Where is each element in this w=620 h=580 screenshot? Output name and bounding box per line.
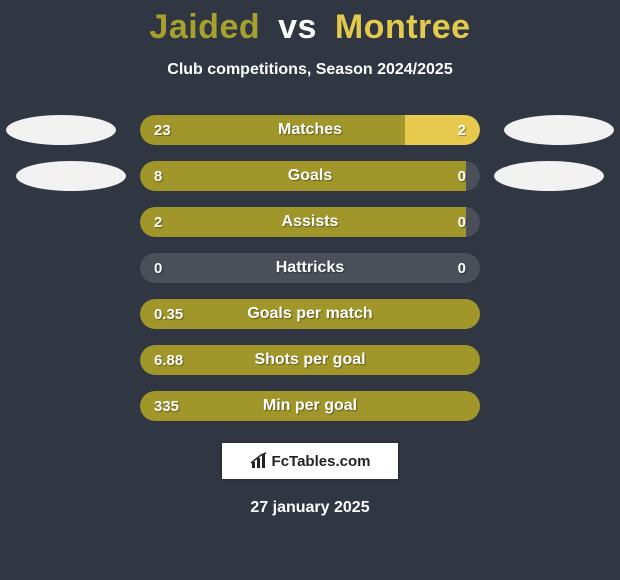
stat-bar-left xyxy=(140,161,466,191)
stat-row: 80Goals xyxy=(0,161,620,191)
stat-right-value: 2 xyxy=(458,115,466,145)
stat-bar-right xyxy=(466,253,480,283)
stat-bar-track: 0.35Goals per match xyxy=(140,299,480,329)
stat-left-value: 23 xyxy=(154,115,171,145)
stat-left-value: 6.88 xyxy=(154,345,183,375)
player2-name: Montree xyxy=(335,8,471,46)
stat-row: 00Hattricks xyxy=(0,253,620,283)
stat-row: 6.88Shots per goal xyxy=(0,345,620,375)
stat-bar-left xyxy=(140,299,480,329)
stat-bar-left xyxy=(140,345,480,375)
stat-right-value: 0 xyxy=(458,207,466,237)
stat-left-value: 335 xyxy=(154,391,179,421)
stat-right-value: 0 xyxy=(458,253,466,283)
vs-text: vs xyxy=(278,8,317,46)
stat-bar-right xyxy=(466,207,480,237)
stat-row: 20Assists xyxy=(0,207,620,237)
stat-row: 0.35Goals per match xyxy=(0,299,620,329)
stat-row: 335Min per goal xyxy=(0,391,620,421)
stat-bar-track: 6.88Shots per goal xyxy=(140,345,480,375)
stat-row: 232Matches xyxy=(0,115,620,145)
bars-area: 232Matches80Goals20Assists00Hattricks0.3… xyxy=(0,115,620,421)
date-text: 27 january 2025 xyxy=(0,499,620,517)
subtitle: Club competitions, Season 2024/2025 xyxy=(0,61,620,79)
stat-bar-right xyxy=(405,115,480,145)
stat-bar-track: 00Hattricks xyxy=(140,253,480,283)
stat-bar-track: 20Assists xyxy=(140,207,480,237)
brand-chart-icon xyxy=(250,452,268,470)
stat-left-value: 2 xyxy=(154,207,162,237)
stat-bar-left xyxy=(140,391,480,421)
stat-left-value: 0 xyxy=(154,253,162,283)
stat-bar-left xyxy=(140,115,405,145)
comparison-title: Jaided vs Montree xyxy=(0,0,620,47)
stat-bar-track: 80Goals xyxy=(140,161,480,191)
brand-text: FcTables.com xyxy=(272,453,371,470)
brand-badge: FcTables.com xyxy=(220,441,400,481)
stat-bar-mid xyxy=(154,253,467,283)
stat-bar-left xyxy=(140,253,154,283)
stat-left-value: 8 xyxy=(154,161,162,191)
stat-bar-track: 335Min per goal xyxy=(140,391,480,421)
stat-bar-track: 232Matches xyxy=(140,115,480,145)
stat-left-value: 0.35 xyxy=(154,299,183,329)
stat-right-value: 0 xyxy=(458,161,466,191)
stat-bar-right xyxy=(466,161,480,191)
player1-name: Jaided xyxy=(149,8,260,46)
stat-bar-left xyxy=(140,207,466,237)
